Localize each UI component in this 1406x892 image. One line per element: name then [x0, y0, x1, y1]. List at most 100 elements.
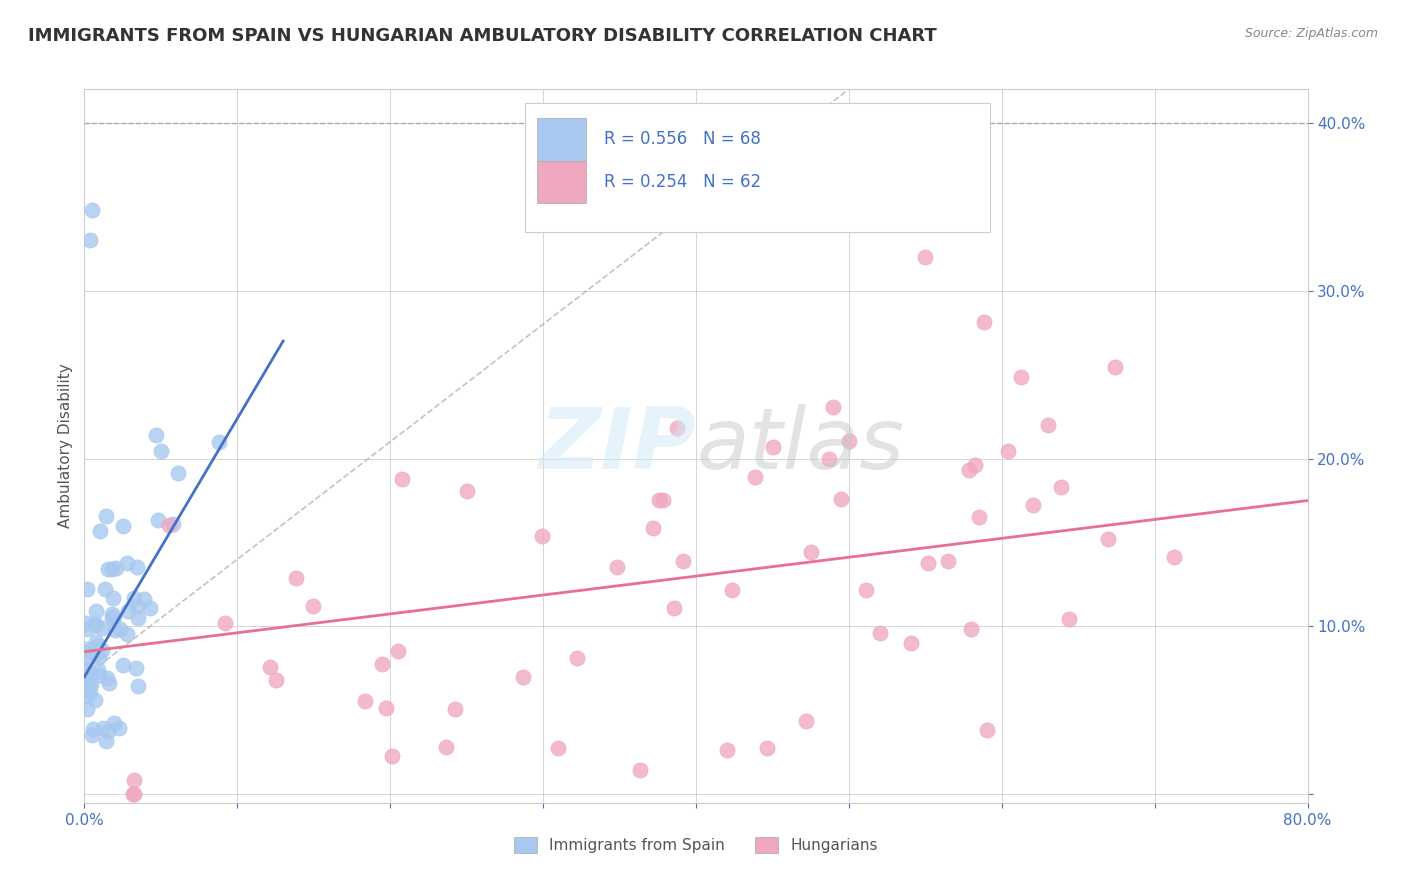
Point: [374, 700, 396, 714]
Point: [146, 513, 169, 527]
Point: [111, 518, 134, 533]
Point: [103, 591, 125, 605]
Point: [259, 660, 281, 674]
Point: [82, 729, 104, 743]
Point: [89, 667, 111, 681]
Point: [108, 623, 131, 637]
Point: [387, 644, 409, 658]
Point: [530, 528, 553, 542]
Point: [125, 560, 148, 574]
Point: [96, 671, 118, 685]
Point: [127, 680, 149, 694]
Point: [381, 749, 404, 764]
Text: Source: ZipAtlas.com: Source: ZipAtlas.com: [1244, 27, 1378, 40]
Point: [94, 582, 117, 597]
Point: [721, 583, 744, 598]
Point: [301, 599, 323, 613]
Point: [1057, 612, 1080, 626]
Bar: [524, 103, 990, 232]
Point: [76, 582, 98, 597]
Point: [117, 557, 139, 571]
Point: [124, 661, 146, 675]
Text: IMMIGRANTS FROM SPAIN VS HUNGARIAN AMBULATORY DISABILITY CORRELATION CHART: IMMIGRANTS FROM SPAIN VS HUNGARIAN AMBUL…: [28, 27, 936, 45]
Point: [456, 483, 478, 498]
Point: [80, 677, 103, 691]
Point: [101, 562, 124, 576]
Point: [77, 673, 100, 688]
Point: [434, 739, 457, 754]
Point: [900, 636, 922, 650]
Point: [831, 491, 853, 506]
Point: [652, 492, 675, 507]
Point: [976, 723, 998, 738]
Point: [744, 470, 766, 484]
Point: [794, 714, 817, 728]
Text: atlas: atlas: [696, 404, 904, 488]
Point: [91, 721, 114, 735]
Point: [641, 521, 664, 535]
Point: [87, 639, 110, 653]
Point: [101, 611, 124, 625]
Point: [914, 250, 936, 264]
Point: [75, 661, 97, 675]
Point: [82, 722, 104, 736]
Point: [97, 723, 120, 738]
Point: [125, 599, 148, 613]
Point: [75, 653, 97, 667]
Point: [512, 670, 534, 684]
Point: [965, 458, 987, 472]
Point: [76, 642, 98, 657]
Point: [115, 627, 138, 641]
Point: [167, 466, 190, 480]
Point: [869, 626, 891, 640]
Point: [1049, 480, 1071, 494]
Point: [755, 741, 778, 756]
Point: [628, 763, 651, 777]
Point: [145, 428, 167, 442]
Point: [1104, 359, 1126, 374]
Point: [132, 592, 155, 607]
Point: [105, 561, 128, 575]
Point: [107, 721, 129, 735]
Point: [936, 554, 959, 568]
Point: [79, 679, 101, 693]
Point: [84, 616, 107, 631]
Point: [1022, 498, 1045, 512]
Point: [124, 591, 146, 605]
Point: [967, 510, 990, 524]
Point: [84, 604, 107, 618]
Point: [1038, 417, 1060, 432]
Point: [79, 684, 101, 698]
Point: [1097, 532, 1119, 546]
Point: [800, 545, 823, 559]
Point: [97, 676, 120, 690]
Point: [80, 665, 103, 680]
Point: [444, 702, 467, 716]
Text: R = 0.254   N = 62: R = 0.254 N = 62: [605, 173, 762, 191]
Point: [565, 651, 588, 665]
Point: [157, 517, 180, 532]
Point: [208, 434, 231, 449]
Bar: [537, 118, 586, 161]
Point: [855, 582, 877, 597]
Point: [103, 610, 125, 624]
Point: [1010, 369, 1032, 384]
Point: [84, 692, 107, 706]
Legend: Immigrants from Spain, Hungarians: Immigrants from Spain, Hungarians: [508, 831, 884, 859]
Point: [284, 570, 307, 584]
Point: [957, 463, 980, 477]
Point: [87, 649, 110, 664]
Point: [96, 734, 118, 748]
Point: [762, 441, 785, 455]
Point: [79, 644, 101, 658]
Point: [672, 554, 695, 568]
Point: [997, 443, 1019, 458]
Point: [91, 643, 114, 657]
Point: [86, 663, 108, 677]
Point: [547, 741, 569, 756]
Point: [127, 610, 149, 624]
Point: [75, 616, 97, 631]
Point: [117, 604, 139, 618]
Point: [79, 233, 101, 247]
Point: [353, 694, 375, 708]
